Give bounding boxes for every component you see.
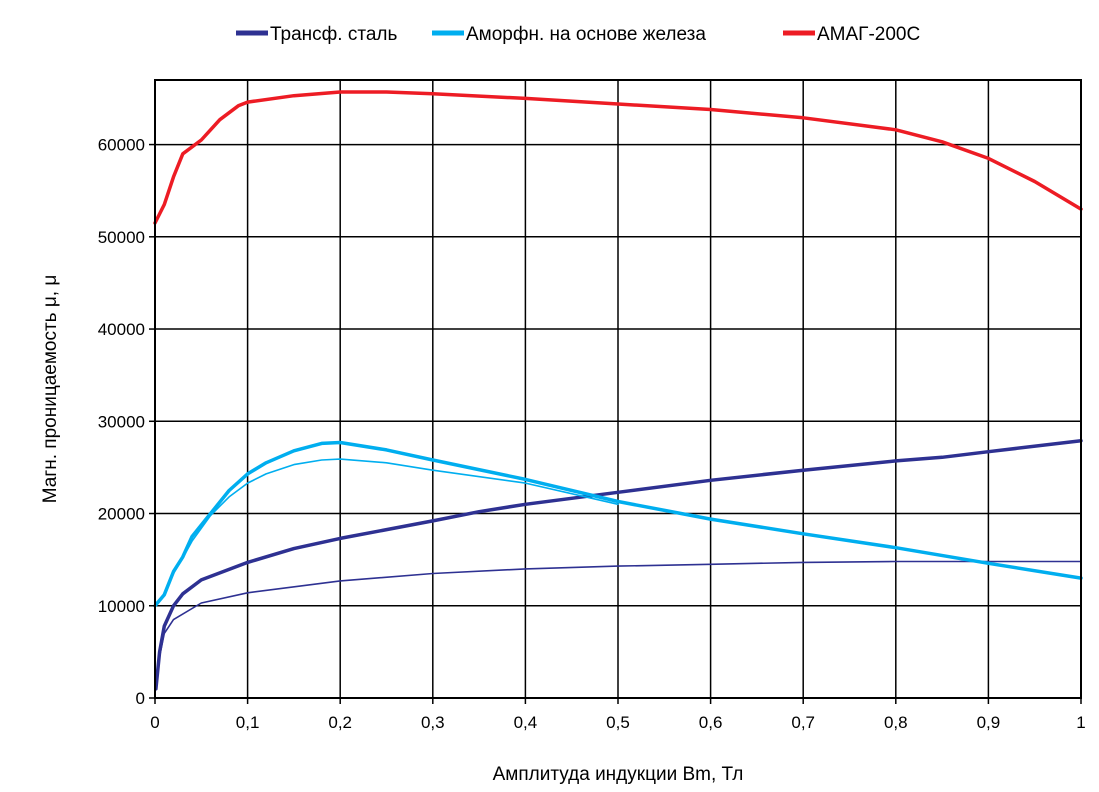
x-tick-label: 0,4 bbox=[514, 713, 538, 732]
y-axis-ticks: 0 10000 20000 30000 40000 50000 60000 bbox=[98, 136, 155, 708]
y-tick-label: 30000 bbox=[98, 412, 145, 431]
y-tick-label: 0 bbox=[136, 689, 145, 708]
legend-item: Аморфн. на основе железа bbox=[432, 24, 706, 45]
x-tick-label: 0 bbox=[150, 713, 159, 732]
y-axis-title: Магн. проницаемость μ, μ bbox=[40, 275, 61, 504]
x-tick-label: 0,8 bbox=[884, 713, 908, 732]
y-tick-label: 40000 bbox=[98, 320, 145, 339]
x-tick-label: 0,5 bbox=[606, 713, 630, 732]
x-tick-label: 1 bbox=[1076, 713, 1085, 732]
x-tick-label: 0,9 bbox=[977, 713, 1001, 732]
legend-label: Аморфн. на основе железа bbox=[466, 24, 706, 45]
series-layer bbox=[153, 90, 1083, 691]
series-line-3 bbox=[154, 458, 619, 607]
x-tick-label: 0,2 bbox=[328, 713, 352, 732]
y-tick-label: 60000 bbox=[98, 136, 145, 155]
x-axis-ticks: 0 0,1 0,2 0,3 0,4 0,5 0,6 0,7 0,8 0,9 1 bbox=[150, 698, 1086, 732]
x-tick-label: 0,6 bbox=[699, 713, 723, 732]
legend-label: Трансф. сталь bbox=[270, 24, 397, 45]
x-tick-label: 0,3 bbox=[421, 713, 445, 732]
series-line-1 bbox=[155, 560, 1082, 690]
series-line-2 bbox=[153, 440, 1083, 608]
series-line-4 bbox=[153, 90, 1083, 225]
legend-item: АМАГ-200С bbox=[783, 24, 920, 45]
x-tick-label: 0,1 bbox=[236, 713, 260, 732]
x-tick-label: 0,7 bbox=[791, 713, 815, 732]
series-line-0 bbox=[154, 438, 1083, 691]
legend: Трансф. сталь Аморфн. на основе железа АМА… bbox=[236, 24, 920, 45]
grid-lines bbox=[154, 80, 1082, 699]
y-tick-label: 50000 bbox=[98, 228, 145, 247]
y-tick-label: 10000 bbox=[98, 597, 145, 616]
legend-label: АМАГ-200С bbox=[817, 24, 920, 45]
x-axis-title: Амплитуда индукции Bm, Тл bbox=[493, 764, 744, 785]
legend-item: Трансф. сталь bbox=[236, 24, 397, 45]
y-tick-label: 20000 bbox=[98, 505, 145, 524]
